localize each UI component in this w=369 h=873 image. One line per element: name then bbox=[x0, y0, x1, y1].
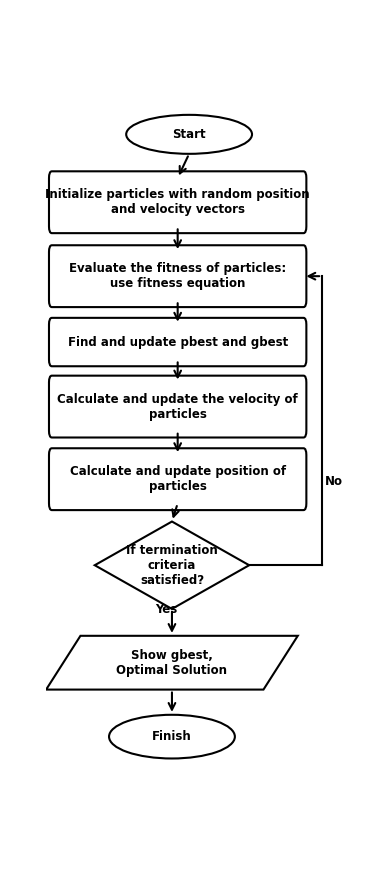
Text: Calculate and update the velocity of
particles: Calculate and update the velocity of par… bbox=[57, 393, 298, 421]
Text: Evaluate the fitness of particles:
use fitness equation: Evaluate the fitness of particles: use f… bbox=[69, 262, 286, 290]
Text: Yes: Yes bbox=[155, 602, 177, 615]
Text: Find and update pbest and gbest: Find and update pbest and gbest bbox=[68, 335, 288, 348]
Ellipse shape bbox=[109, 715, 235, 759]
Text: No: No bbox=[325, 475, 343, 488]
Text: Start: Start bbox=[172, 127, 206, 141]
Polygon shape bbox=[46, 636, 298, 690]
FancyBboxPatch shape bbox=[49, 375, 306, 437]
Text: Show gbest,
Optimal Solution: Show gbest, Optimal Solution bbox=[117, 649, 227, 677]
FancyBboxPatch shape bbox=[49, 171, 306, 233]
FancyBboxPatch shape bbox=[49, 245, 306, 307]
FancyBboxPatch shape bbox=[49, 318, 306, 367]
FancyBboxPatch shape bbox=[49, 448, 306, 510]
Polygon shape bbox=[95, 521, 249, 609]
Text: Finish: Finish bbox=[152, 730, 192, 743]
Text: Initialize particles with random position
and velocity vectors: Initialize particles with random positio… bbox=[45, 189, 310, 217]
Text: If termination
criteria
satisfied?: If termination criteria satisfied? bbox=[126, 544, 218, 587]
Text: Calculate and update position of
particles: Calculate and update position of particl… bbox=[70, 465, 286, 493]
Ellipse shape bbox=[126, 115, 252, 154]
